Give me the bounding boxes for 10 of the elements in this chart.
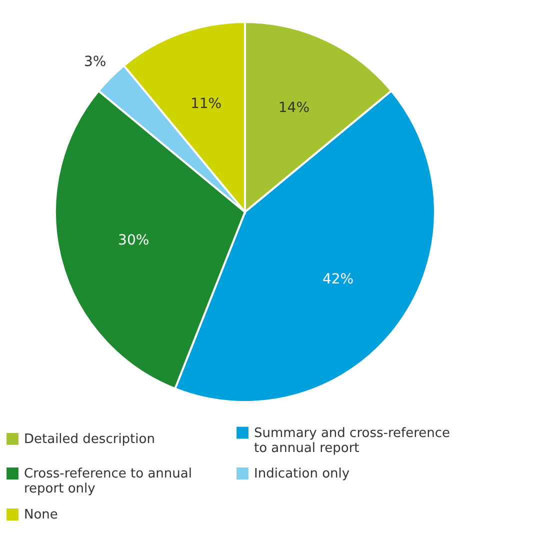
legend-label: Cross-reference to annual report only <box>24 466 192 496</box>
legend-label: None <box>24 508 58 522</box>
data-label: 30% <box>118 232 150 249</box>
legend-label: Detailed description <box>24 432 155 447</box>
data-label: 42% <box>322 272 354 288</box>
legend-label: Summary and cross-reference to annual report <box>254 426 450 456</box>
data-label: 14% <box>278 100 310 116</box>
data-label: 3% <box>84 54 106 70</box>
data-label: 11% <box>190 96 222 112</box>
legend-label: Indication only <box>254 466 350 482</box>
